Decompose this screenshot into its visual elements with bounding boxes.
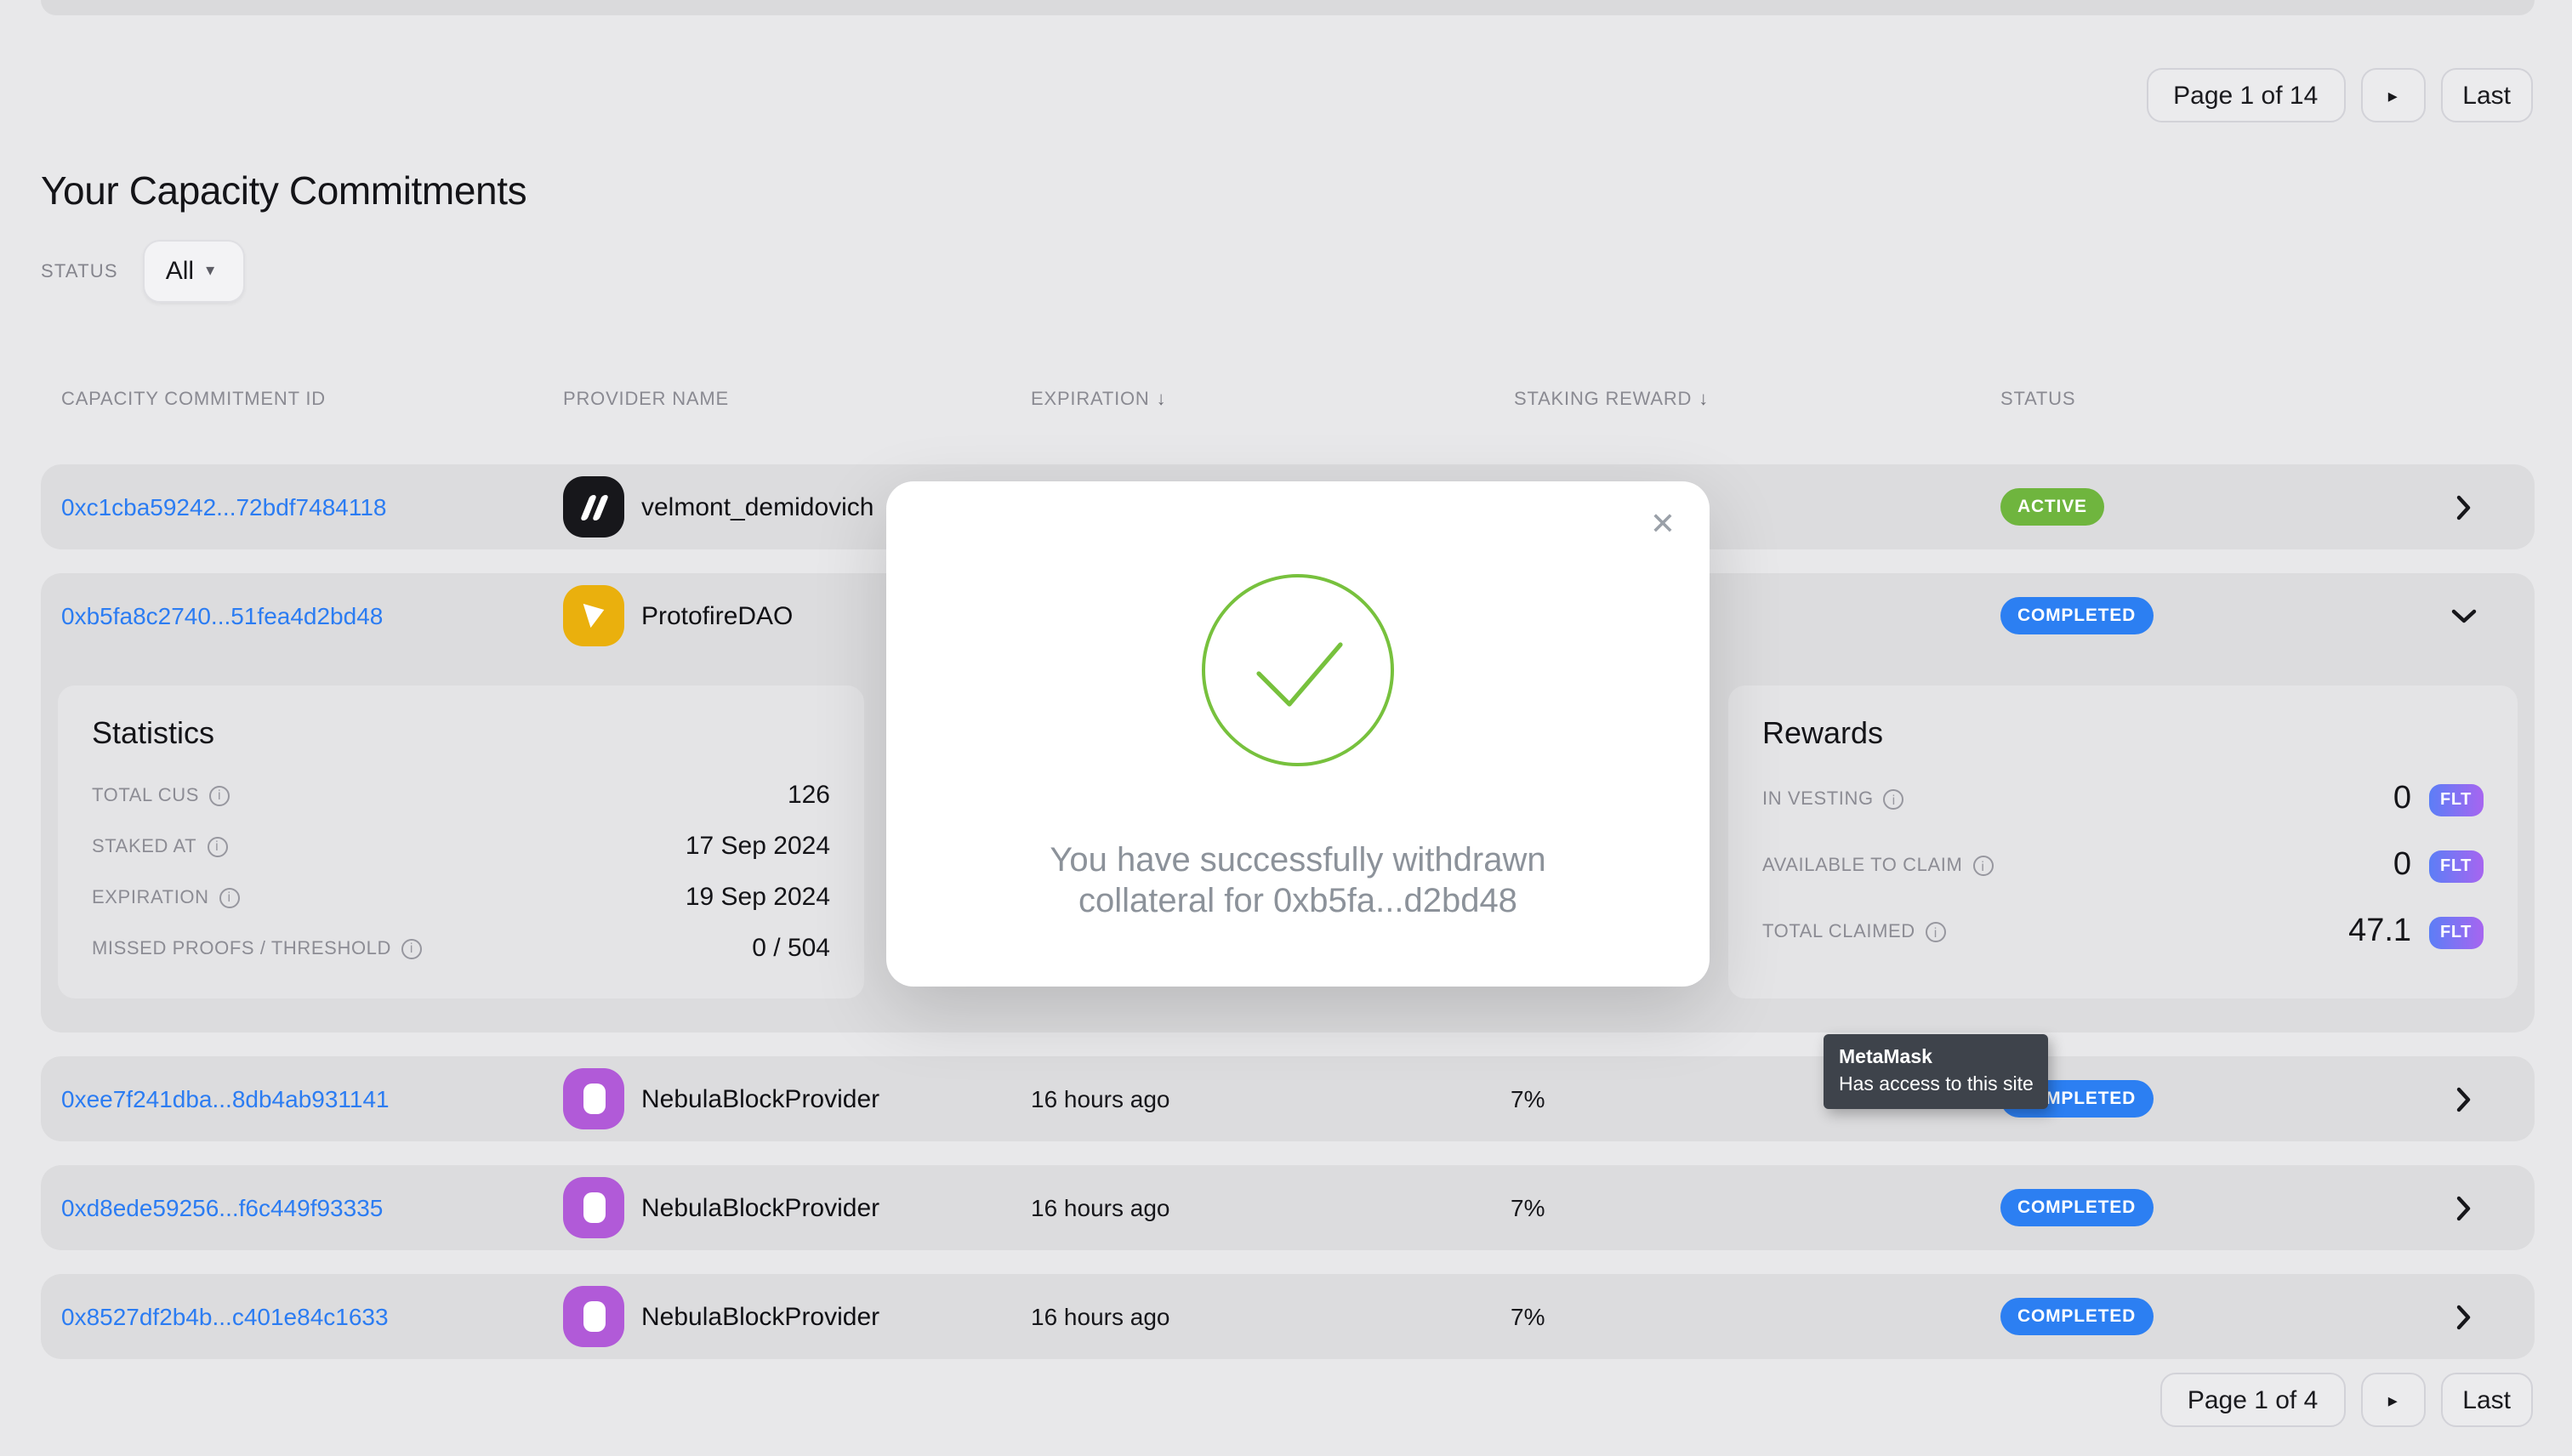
column-header-provider-name[interactable]: PROVIDER NAME [563,390,729,410]
reward-in-vesting: IN VESTING i 0 FLT [1762,781,2484,818]
commitment-id-link[interactable]: 0xc1cba59242...72bdf7484118 [61,493,387,520]
info-icon[interactable]: i [207,836,228,856]
provider-name: NebulaBlockProvider [641,1302,880,1331]
provider-avatar-icon [563,476,624,537]
rewards-title: Rewards [1762,716,1884,750]
info-icon[interactable]: i [401,938,422,958]
stat-staked-at: STAKED AT i 17 Sep 2024 [92,832,830,861]
chevron-right-icon[interactable] [2456,1056,2472,1141]
table-header-row: CAPACITY COMMITMENT ID PROVIDER NAME EXP… [0,390,2572,413]
info-icon[interactable]: i [1883,789,1904,810]
info-icon[interactable]: i [219,887,240,907]
table-row[interactable]: 0x8527df2b4b...c401e84c1633 NebulaBlockP… [41,1274,2535,1359]
modal-message-line2: collateral for 0xb5fa...d2bd48 [1078,883,1517,920]
provider-name: ProtofireDAO [641,601,794,630]
rewards-panel: Rewards IN VESTING i 0 FLT AVAILABLE TO CL… [1728,685,2518,998]
commitment-id-link[interactable]: 0x8527df2b4b...c401e84c1633 [61,1303,389,1330]
withdraw-success-modal: ✕ You have successfully withdrawn collat… [886,481,1710,987]
statistics-title: Statistics [92,716,215,750]
expiration-value: 16 hours ago [1031,1303,1170,1330]
provider-avatar-icon [563,1068,624,1129]
reward-total-claimed: TOTAL CLAIMED i 47.1 FLT [1762,913,2484,951]
pagination-top: Page 1 of 14 ▸ Last [2146,68,2533,122]
staking-reward-value: 7% [1511,1194,1545,1221]
status-filter: STATUS All ▾ [41,240,246,303]
reward-available-to-claim: AVAILABLE TO CLAIM i 0 FLT [1762,847,2484,884]
modal-message-line1: You have successfully withdrawn [1050,842,1546,879]
page-indicator-button[interactable]: Page 1 of 14 [2146,68,2346,122]
next-page-button[interactable]: ▸ [2360,68,2426,122]
commitment-id-link[interactable]: 0xb5fa8c2740...51fea4d2bd48 [61,602,384,629]
info-icon[interactable]: i [1972,856,1994,876]
info-icon[interactable]: i [1925,922,1946,942]
column-header-staking-reward[interactable]: STAKING REWARD ↓ [1514,390,1710,410]
status-badge: COMPLETED [2000,1189,2154,1226]
modal-message: You have successfully withdrawn collater… [886,840,1710,922]
chevron-down-icon[interactable] [2451,573,2477,658]
page-indicator-button[interactable]: Page 1 of 4 [2159,1373,2346,1427]
provider-name: NebulaBlockProvider [641,1193,880,1222]
status-filter-label: STATUS [41,261,118,282]
success-check-icon [1201,573,1395,776]
metamask-tooltip: MetaMask Has access to this site [1824,1034,2049,1109]
pagination-bottom: Page 1 of 4 ▸ Last [2159,1373,2533,1427]
expiration-value: 16 hours ago [1031,1194,1170,1221]
provider-name: velmont_demidovich [641,492,874,521]
stat-missed-proofs: MISSED PROOFS / THRESHOLD i 0 / 504 [92,934,830,963]
provider-avatar-icon [563,1177,624,1238]
previous-row-remnant [41,0,2535,15]
chevron-down-icon: ▾ [206,262,215,281]
commitment-id-link[interactable]: 0xee7f241dba...8db4ab931141 [61,1085,390,1112]
stat-total-cus: TOTAL CUS i 126 [92,781,830,810]
next-page-button[interactable]: ▸ [2360,1373,2426,1427]
status-badge: COMPLETED [2000,1298,2154,1335]
staking-reward-value: 7% [1511,1085,1545,1112]
table-row[interactable]: 0xee7f241dba...8db4ab931141 NebulaBlockP… [41,1056,2535,1141]
last-page-button[interactable]: Last [2440,1373,2533,1427]
status-badge: ACTIVE [2000,488,2104,526]
column-header-expiration[interactable]: EXPIRATION ↓ [1031,390,1167,410]
flt-token-badge: FLT [2428,783,2484,816]
status-filter-dropdown[interactable]: All ▾ [143,240,246,303]
stat-expiration: EXPIRATION i 19 Sep 2024 [92,883,830,912]
close-icon[interactable]: ✕ [1649,507,1676,541]
metamask-tooltip-title: MetaMask [1839,1048,1932,1068]
page-title: Your Capacity Commitments [41,168,527,213]
commitment-id-link[interactable]: 0xd8ede59256...f6c449f93335 [61,1194,384,1221]
last-page-button[interactable]: Last [2440,68,2533,122]
metamask-tooltip-text: Has access to this site [1839,1075,2034,1095]
status-badge: COMPLETED [2000,597,2154,634]
sort-descending-icon: ↓ [1699,390,1710,410]
table-row[interactable]: 0xd8ede59256...f6c449f93335 NebulaBlockP… [41,1165,2535,1250]
flt-token-badge: FLT [2428,850,2484,882]
staking-reward-value: 7% [1511,1303,1545,1330]
provider-avatar-icon [563,1286,624,1347]
column-header-commitment-id[interactable]: CAPACITY COMMITMENT ID [61,390,326,410]
status-filter-value: All [165,257,195,286]
chevron-right-icon[interactable] [2456,1274,2472,1359]
chevron-right-icon[interactable] [2456,1165,2472,1250]
statistics-panel: Statistics TOTAL CUS i 126 STAKED AT i 17 … [58,685,864,998]
expiration-value: 16 hours ago [1031,1085,1170,1112]
flt-token-badge: FLT [2428,916,2484,948]
column-header-status[interactable]: STATUS [2000,390,2076,410]
info-icon[interactable]: i [209,785,230,805]
provider-avatar-icon [563,585,624,646]
chevron-right-icon[interactable] [2456,464,2472,549]
sort-descending-icon: ↓ [1156,390,1167,410]
provider-name: NebulaBlockProvider [641,1084,880,1113]
